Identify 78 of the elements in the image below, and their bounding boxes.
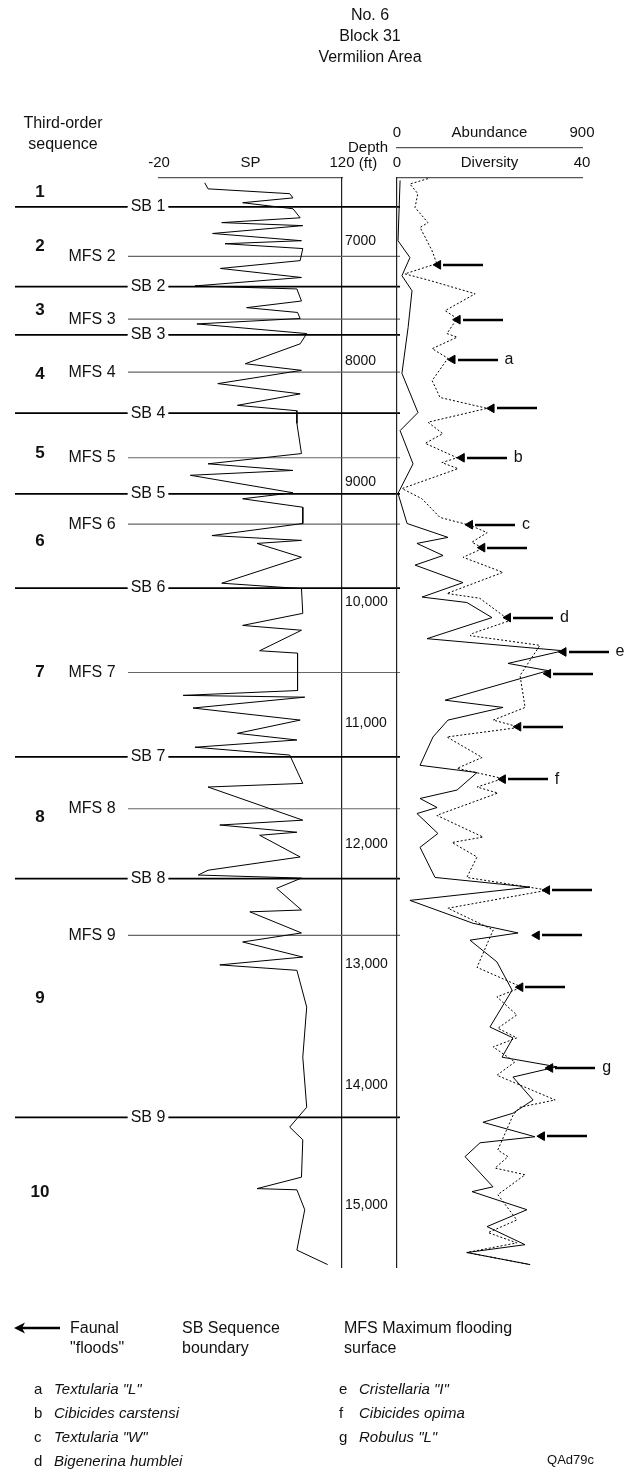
ref-line-label: SB 1 — [130, 197, 166, 215]
text: 3 — [35, 300, 45, 320]
ref-line-label: SB 8 — [130, 869, 166, 887]
data-label: d — [560, 607, 569, 625]
point — [558, 647, 567, 657]
point — [531, 930, 540, 941]
text: SB Sequence boundary — [182, 1318, 281, 1358]
ref-line-label: MFS 4 — [68, 362, 116, 380]
ref-line-label: SB 6 — [130, 578, 166, 596]
data-label: g — [602, 1058, 612, 1076]
text: d Bigenerina humblei — [34, 1452, 183, 1469]
ref-line-label: MFS 8 — [68, 799, 116, 817]
y-tick-label: 9000 — [345, 472, 377, 489]
text: 9 — [35, 987, 45, 1007]
y-tick-label: 12,000 — [345, 834, 389, 851]
ref-line-label: SB 3 — [130, 325, 166, 343]
point — [456, 452, 465, 463]
ref-line-label: MFS 2 — [68, 246, 116, 264]
ref-line-label: SB 9 — [130, 1107, 166, 1125]
point — [447, 354, 456, 365]
point — [452, 314, 461, 325]
text: 8 — [35, 807, 45, 827]
y-tick-label: 10,000 — [345, 593, 389, 610]
y-tick-label: 11,000 — [345, 713, 387, 730]
ref-line-label: MFS 9 — [68, 925, 116, 943]
point — [432, 260, 442, 270]
chart-title: No. 6 — [349, 5, 391, 25]
y-tick-label: 8000 — [345, 352, 377, 369]
data-label: b — [513, 448, 523, 466]
text: 7 — [35, 662, 45, 682]
text: f Cibicides opima — [339, 1404, 465, 1421]
legend-label: Faunal "floods" — [70, 1318, 126, 1358]
y-tick-label: 7000 — [345, 231, 377, 248]
ref-line-label: MFS 6 — [68, 514, 116, 532]
data-label: c — [521, 515, 530, 533]
text: 1 — [35, 182, 45, 202]
point — [542, 668, 552, 679]
text: 2 — [35, 236, 45, 256]
text: 5 — [35, 443, 45, 463]
ref-line-label: SB 5 — [130, 484, 166, 502]
ref-line-label: SB 2 — [130, 276, 166, 294]
point — [486, 403, 495, 414]
point — [541, 885, 551, 895]
x-tick-label: -20 — [148, 153, 170, 171]
text: 6 — [35, 530, 45, 550]
point — [476, 542, 486, 553]
text: 4 — [35, 363, 46, 383]
point — [497, 774, 506, 785]
y-tick-label: 13,000 — [345, 955, 389, 972]
text: g Robulus "L" — [339, 1428, 438, 1445]
ref-line-label: SB 7 — [130, 747, 166, 765]
chart-subtitle: Block 31 Vermilion Area — [317, 26, 423, 67]
x2-tick-label: 40 — [573, 153, 591, 171]
ref-line-label: MFS 7 — [68, 662, 116, 680]
text: e Cristellaria "I" — [339, 1380, 449, 1397]
ref-line-label: MFS 5 — [68, 448, 116, 466]
x-tick-label: 120 — [329, 153, 355, 171]
text: b Cibicides carstensi — [34, 1404, 180, 1421]
point — [536, 1131, 545, 1141]
x-axis-title: SP — [240, 153, 261, 171]
text: QAd79c — [546, 1452, 594, 1469]
text: c Textularia "W" — [34, 1428, 148, 1445]
text: a Textularia "L" — [34, 1380, 142, 1397]
data-label: f — [554, 769, 560, 787]
x-axis-title: Abundance — [451, 123, 528, 141]
point — [502, 612, 511, 623]
text: Third-order sequence — [22, 113, 104, 154]
y-tick-label: 14,000 — [345, 1075, 389, 1092]
ref-line-label: SB 4 — [130, 403, 166, 421]
text: 10 — [30, 1181, 50, 1201]
ref-line-label: MFS 3 — [68, 309, 116, 327]
data-label: a — [504, 349, 514, 367]
y-tick-label: 15,000 — [345, 1196, 389, 1213]
data-label: e — [615, 642, 624, 660]
x-tick-label: 900 — [569, 123, 595, 141]
text: MFS Maximum flooding surface — [344, 1318, 514, 1358]
x2-axis-title: Diversity — [460, 153, 519, 171]
point — [464, 519, 473, 530]
